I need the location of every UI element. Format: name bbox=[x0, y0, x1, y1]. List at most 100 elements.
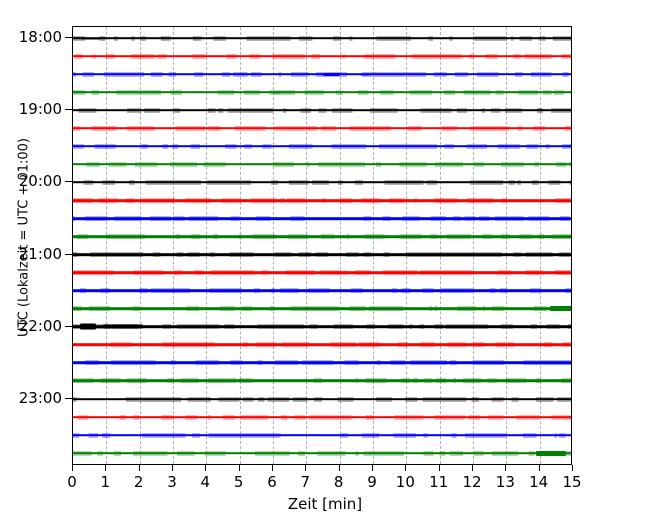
y-tick-label: 23:00 bbox=[18, 389, 62, 407]
trace-event bbox=[549, 306, 571, 312]
trace-baseline bbox=[73, 271, 571, 274]
trace-baseline bbox=[73, 199, 571, 202]
trace-line bbox=[73, 414, 571, 420]
trace-line bbox=[73, 432, 571, 438]
trace-baseline bbox=[73, 181, 571, 184]
gridline-vertical bbox=[206, 27, 208, 464]
trace-event bbox=[273, 91, 282, 94]
x-tick-label: 12 bbox=[462, 473, 482, 491]
trace-line bbox=[73, 323, 571, 330]
trace-baseline bbox=[73, 72, 571, 76]
x-tick-mark bbox=[338, 465, 340, 471]
gridline-vertical bbox=[239, 27, 241, 464]
trace-event bbox=[323, 72, 340, 76]
y-tick-mark bbox=[65, 398, 72, 399]
x-tick-label: 11 bbox=[429, 473, 449, 491]
trace-baseline bbox=[73, 90, 571, 94]
x-tick-label: 13 bbox=[495, 473, 515, 491]
trace-line bbox=[73, 35, 571, 41]
trace-baseline bbox=[73, 145, 571, 148]
trace-line bbox=[73, 342, 571, 348]
trace-baseline bbox=[73, 126, 571, 130]
x-tick-label: 0 bbox=[67, 473, 77, 491]
trace-baseline bbox=[73, 108, 571, 112]
trace-line bbox=[73, 143, 571, 149]
x-tick-label: 8 bbox=[333, 473, 344, 491]
trace-line bbox=[73, 53, 571, 59]
y-tick-label: 21:00 bbox=[18, 244, 62, 263]
gridline-vertical bbox=[506, 27, 508, 464]
trace-baseline bbox=[73, 54, 571, 58]
x-tick-mark bbox=[272, 465, 273, 471]
y-tick-mark bbox=[65, 181, 72, 183]
y-tick-mark bbox=[65, 109, 72, 111]
trace-baseline bbox=[73, 415, 571, 419]
trace-line bbox=[73, 71, 571, 77]
x-tick-label: 1 bbox=[100, 473, 111, 491]
x-tick-label: 14 bbox=[529, 473, 549, 491]
x-axis-label: Zeit [min] bbox=[287, 495, 363, 513]
x-tick-mark bbox=[305, 465, 307, 471]
y-tick-label: 18:00 bbox=[18, 28, 62, 46]
y-tick-mark bbox=[65, 37, 72, 38]
x-tick-label: 2 bbox=[133, 473, 144, 491]
trace-line bbox=[73, 270, 571, 276]
gridline-vertical bbox=[306, 27, 308, 464]
y-tick-label: 19:00 bbox=[18, 100, 62, 119]
gridline-vertical bbox=[139, 27, 141, 464]
x-tick-mark bbox=[572, 465, 573, 471]
x-tick-mark bbox=[205, 465, 207, 471]
trace-baseline bbox=[73, 235, 571, 238]
trace-baseline bbox=[73, 217, 571, 220]
trace-event bbox=[81, 37, 102, 39]
gridline-vertical bbox=[439, 27, 441, 464]
trace-line bbox=[73, 107, 571, 113]
trace-line bbox=[73, 450, 571, 456]
trace-line bbox=[73, 234, 571, 240]
y-tick-label: 20:00 bbox=[18, 172, 62, 191]
gridline-vertical bbox=[273, 27, 274, 464]
trace-event bbox=[79, 323, 97, 330]
trace-baseline bbox=[73, 163, 571, 166]
gridline-vertical bbox=[406, 27, 408, 464]
trace-line bbox=[73, 197, 571, 203]
y-tick-mark bbox=[65, 325, 72, 327]
trace-baseline bbox=[73, 307, 571, 311]
plot-area bbox=[72, 26, 572, 465]
trace-baseline bbox=[73, 343, 571, 347]
trace-line bbox=[73, 179, 571, 185]
trace-line bbox=[73, 252, 571, 258]
trace-line bbox=[73, 161, 571, 167]
x-tick-mark bbox=[538, 465, 540, 471]
trace-event bbox=[149, 325, 170, 328]
trace-line bbox=[73, 125, 571, 131]
trace-event bbox=[103, 324, 143, 329]
x-tick-mark bbox=[138, 465, 140, 471]
gridline-vertical bbox=[373, 27, 374, 464]
trace-line bbox=[73, 89, 571, 95]
trace-baseline bbox=[73, 289, 571, 292]
gridline-vertical bbox=[539, 27, 541, 464]
gridline-vertical bbox=[106, 27, 108, 464]
y-tick-mark bbox=[65, 253, 72, 255]
gridline-vertical bbox=[339, 27, 341, 464]
x-tick-label: 10 bbox=[395, 473, 415, 491]
trace-line bbox=[73, 396, 571, 402]
trace-event bbox=[456, 235, 470, 238]
trace-line bbox=[73, 288, 571, 294]
x-tick-label: 9 bbox=[367, 473, 377, 491]
y-tick-label: 22:00 bbox=[18, 316, 62, 335]
x-tick-label: 7 bbox=[300, 473, 311, 491]
gridline-vertical bbox=[173, 27, 174, 464]
x-tick-label: 6 bbox=[267, 473, 277, 491]
trace-line bbox=[73, 216, 571, 221]
x-tick-label: 15 bbox=[562, 473, 582, 491]
trace-line bbox=[73, 306, 571, 312]
trace-baseline bbox=[73, 253, 571, 256]
x-tick-mark bbox=[238, 465, 240, 471]
x-tick-label: 5 bbox=[233, 473, 244, 491]
trace-baseline bbox=[73, 433, 571, 437]
trace-baseline bbox=[73, 325, 571, 329]
x-tick-mark bbox=[372, 465, 373, 471]
